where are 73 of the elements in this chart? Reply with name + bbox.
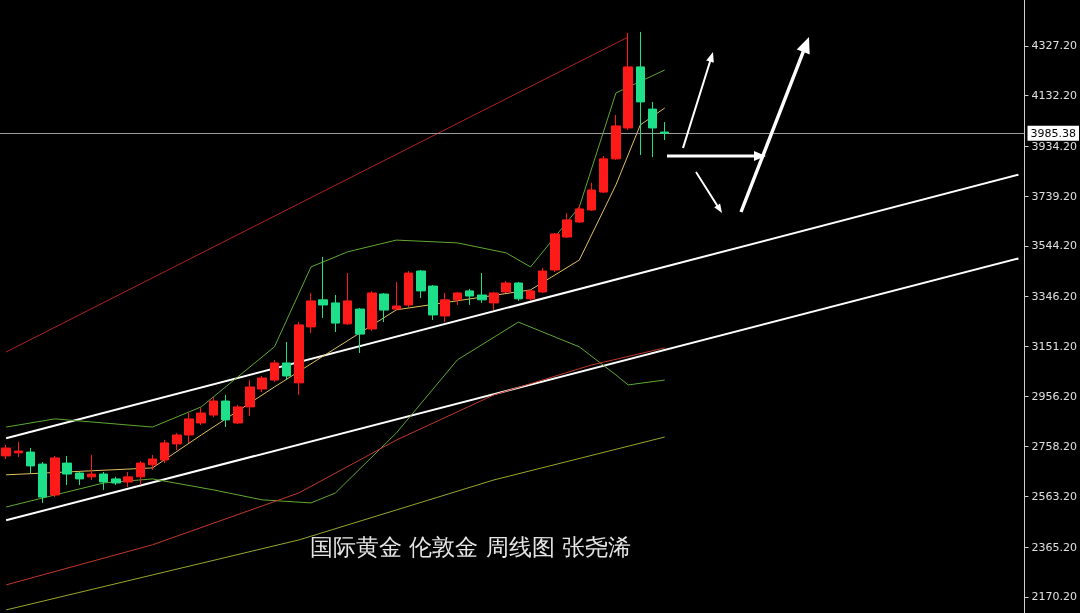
- candlestick: [160, 439, 169, 464]
- candlestick: [172, 432, 182, 451]
- text: 国际黄金 伦敦金 周线图 张尧浠: [310, 533, 631, 560]
- candlestick: [245, 379, 255, 417]
- candlestick: [282, 341, 291, 381]
- candlestick: [416, 269, 426, 299]
- y-tick-label: 3151.20: [1031, 339, 1078, 353]
- y-tick-label: 3346.20: [1031, 289, 1078, 303]
- candlestick: [526, 289, 535, 302]
- candlestick: [209, 396, 218, 418]
- y-tick-label: 2758.20: [1031, 440, 1078, 454]
- candlestick: [62, 455, 72, 486]
- candlestick: [221, 394, 230, 428]
- y-tick-label: 2365.20: [1031, 540, 1078, 554]
- line-series: [5, 69, 666, 428]
- y-tick-label: 4132.20: [1031, 89, 1078, 103]
- candlestick: [623, 32, 633, 131]
- candlestick: [379, 292, 389, 323]
- candlestick: [294, 321, 304, 396]
- candlestick: [75, 471, 84, 486]
- candlestick: [501, 280, 511, 294]
- candlestick: [465, 288, 474, 306]
- candlestick: [428, 284, 438, 321]
- candlestick: [233, 404, 243, 425]
- candlestick: [99, 471, 108, 491]
- candlestick: [148, 454, 157, 471]
- candlestick: [270, 359, 279, 383]
- y-tick-label: 2956.20: [1031, 389, 1078, 403]
- candlestick: [306, 292, 316, 334]
- candlestick: [14, 441, 23, 458]
- candlestick: [660, 121, 669, 141]
- candlestick: [477, 272, 487, 304]
- line-series: [5, 436, 666, 611]
- candlestick: [550, 232, 560, 273]
- candlestick: [26, 447, 35, 474]
- y-tick-label: 2170.20: [1031, 590, 1078, 604]
- candlestick: [367, 290, 377, 332]
- candlestick: [355, 307, 365, 354]
- ref-line-label: 3985.38: [1030, 126, 1077, 140]
- candlestick: [257, 375, 267, 393]
- candlestick: [611, 114, 621, 161]
- candlestick: [575, 204, 584, 224]
- candlestick: [123, 471, 133, 488]
- candlestick: [196, 407, 206, 426]
- candlestick: [453, 291, 462, 306]
- y-tick-label: 3544.20: [1031, 239, 1078, 253]
- line-series: [5, 321, 666, 508]
- candlestick: [648, 101, 657, 158]
- candlestick: [38, 461, 47, 504]
- y-tick-label: 3739.20: [1031, 189, 1078, 203]
- candlestick: [562, 212, 572, 239]
- candlestick: [404, 270, 413, 308]
- candlestick: [343, 272, 352, 326]
- candlestick: [184, 412, 194, 444]
- candlestick: [599, 155, 608, 194]
- candlestick: [136, 460, 145, 486]
- candlestick: [111, 476, 121, 486]
- candlestick: [514, 281, 523, 302]
- candlestick: [538, 267, 547, 294]
- y-tick-label: 3934.20: [1031, 139, 1078, 153]
- candlestick: [87, 454, 96, 481]
- line-series: [5, 347, 666, 586]
- candlestick: [392, 281, 401, 311]
- candlestick: [636, 31, 645, 156]
- candlestick: [440, 292, 450, 323]
- candlestick: [489, 291, 499, 311]
- y-tick-label: 4327.20: [1031, 39, 1078, 53]
- candlestick: [1, 444, 11, 460]
- candlestick: [587, 182, 596, 212]
- candlestick: [318, 256, 328, 319]
- candlestick: [50, 455, 60, 498]
- y-tick-label: 2563.20: [1031, 489, 1078, 503]
- candlestick: [331, 294, 340, 333]
